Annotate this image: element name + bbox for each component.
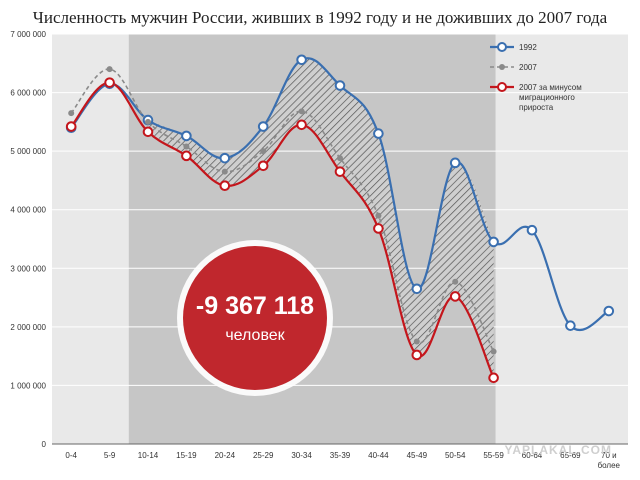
y-tick-label: 3 000 000 [10,264,46,273]
y-tick-label: 7 000 000 [10,30,46,39]
point-marker [257,121,269,132]
x-tick-label: 55-59 [483,451,504,460]
legend-swatch-marker [497,42,507,52]
x-tick-label: 60-64 [522,451,543,460]
watermark: YAPLAKAL.COM [504,443,612,457]
point-marker [298,108,305,115]
point-marker [219,180,231,191]
point-marker [257,160,269,172]
point-marker [65,121,77,132]
point-marker [183,143,190,150]
difference-hatched-area [148,58,494,378]
point-marker [181,130,192,142]
loss-badge: -9 367 118 человек [177,240,333,396]
difference-area [148,58,494,378]
legend: 1992 2007 2007 за минусоммиграционногоприр… [490,42,582,112]
point-marker [337,155,343,162]
point-marker [452,278,459,285]
point-marker [488,236,499,248]
point-marker [411,349,423,361]
point-marker [142,126,154,138]
point-marker [449,291,461,302]
badge-label: человек [225,327,285,344]
point-marker [373,223,384,234]
point-marker [68,110,75,117]
x-tick-label: 35-39 [330,451,351,460]
y-tick-label: 5 000 000 [10,147,46,156]
x-tick-label: 50-54 [445,451,466,460]
point-marker [411,283,423,295]
y-tick-label: 4 000 000 [10,206,46,215]
legend-label: 1992 [519,43,537,52]
legend-label: 2007 [519,63,537,72]
legend-label: миграционного [519,93,575,102]
badge-circle [183,246,327,390]
x-tick-label: 5-9 [104,451,116,460]
point-marker [296,54,307,66]
point-marker [449,157,461,169]
point-marker [296,119,307,131]
badge-value: -9 367 118 [196,292,314,320]
x-tick-label: 25-29 [253,451,274,460]
point-marker [145,118,151,125]
x-axis-tick-labels: 0-4 5-9 10-14 15-19 20-24 25-29 30-34 35-39 40-4… [65,451,620,470]
y-tick-label: 6 000 000 [10,89,46,98]
x-tick-label: 20-24 [215,451,236,460]
y-tick-label: 0 [42,440,47,449]
point-marker [373,128,384,139]
point-marker [106,66,113,73]
x-tick-label: 65-69 [560,451,581,460]
point-marker [488,372,499,384]
legend-label: прироста [519,103,554,112]
y-tick-label: 2 000 000 [10,323,46,332]
point-marker [181,150,192,162]
x-tick-label: 45-49 [407,451,428,460]
x-tick-label: 0-4 [65,451,77,460]
x-tick-label: 30-34 [291,451,312,460]
y-axis-tick-labels: 0 1 000 000 2 000 000 3 000 000 4 000 000 5 0… [10,30,46,449]
series-markers [65,54,615,384]
point-marker [219,152,231,164]
point-marker [490,348,497,355]
point-marker [334,166,346,177]
y-tick-label: 1 000 000 [10,381,46,390]
point-marker [334,80,346,91]
x-tick-label: 15-19 [176,451,197,460]
x-tick-label: 70 и [601,451,617,460]
legend-swatch-marker [499,64,505,70]
point-marker [603,305,615,317]
point-marker [375,212,382,219]
series-line-0 [70,57,610,332]
x-tick-label: более [598,461,621,470]
point-marker [221,168,228,175]
x-tick-label: 40-44 [368,451,389,460]
legend-label: 2007 за минусом [519,83,582,92]
point-marker [526,224,538,236]
point-marker [260,148,267,155]
x-tick-label: 10-14 [138,451,159,460]
point-marker [413,338,420,345]
point-marker [565,320,576,331]
point-marker [104,77,115,88]
legend-swatch-marker [497,82,507,92]
chart-title: Численность мужчин России, живших в 1992… [33,8,608,27]
